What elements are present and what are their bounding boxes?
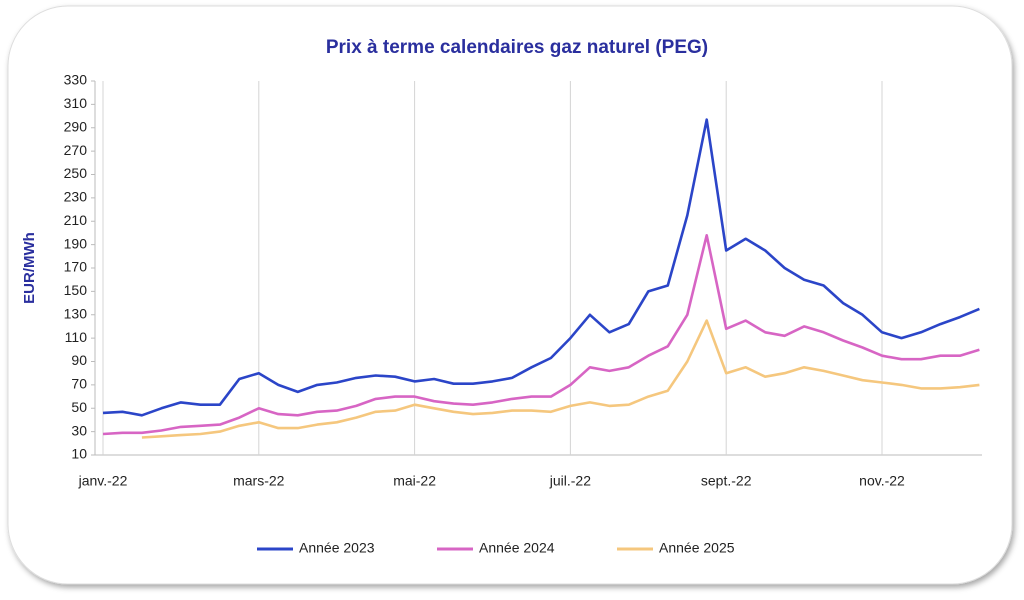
y-tick-label: 30	[71, 422, 87, 438]
y-tick-label: 50	[71, 399, 87, 415]
y-axis-label: EUR/MWh	[21, 232, 38, 304]
y-tick-label: 90	[71, 352, 87, 368]
y-tick-label: 310	[64, 95, 88, 111]
y-tick-label: 330	[64, 72, 88, 88]
y-tick-label: 110	[65, 329, 88, 345]
y-tick-label: 230	[64, 189, 88, 205]
y-tick-label: 250	[64, 165, 88, 181]
y-tick-label: 190	[64, 235, 88, 251]
card	[7, 5, 1013, 585]
y-tick-label: 290	[64, 118, 88, 134]
x-tick-label: sept.-22	[701, 473, 752, 489]
legend-label: Année 2024	[479, 540, 555, 556]
y-tick-label: 270	[64, 142, 88, 158]
y-tick-label: 10	[71, 446, 87, 462]
y-tick-label: 130	[64, 305, 88, 321]
x-tick-label: mars-22	[233, 473, 285, 489]
series-line	[141, 319, 980, 439]
legend-label: Année 2025	[659, 540, 735, 556]
x-tick-label: juil.-22	[549, 473, 591, 489]
y-tick-label: 210	[64, 212, 88, 228]
y-tick-label: 170	[64, 259, 88, 275]
x-tick-label: nov.-22	[859, 473, 905, 489]
y-tick-label: 70	[71, 376, 87, 392]
legend-label: Année 2023	[299, 540, 375, 556]
x-tick-label: janv.-22	[78, 473, 128, 489]
chart-title: Prix à terme calendaires gaz naturel (PE…	[326, 37, 708, 58]
x-tick-label: mai-22	[393, 473, 436, 489]
series-line	[102, 118, 980, 417]
y-tick-label: 150	[64, 282, 88, 298]
series-line	[102, 234, 980, 436]
